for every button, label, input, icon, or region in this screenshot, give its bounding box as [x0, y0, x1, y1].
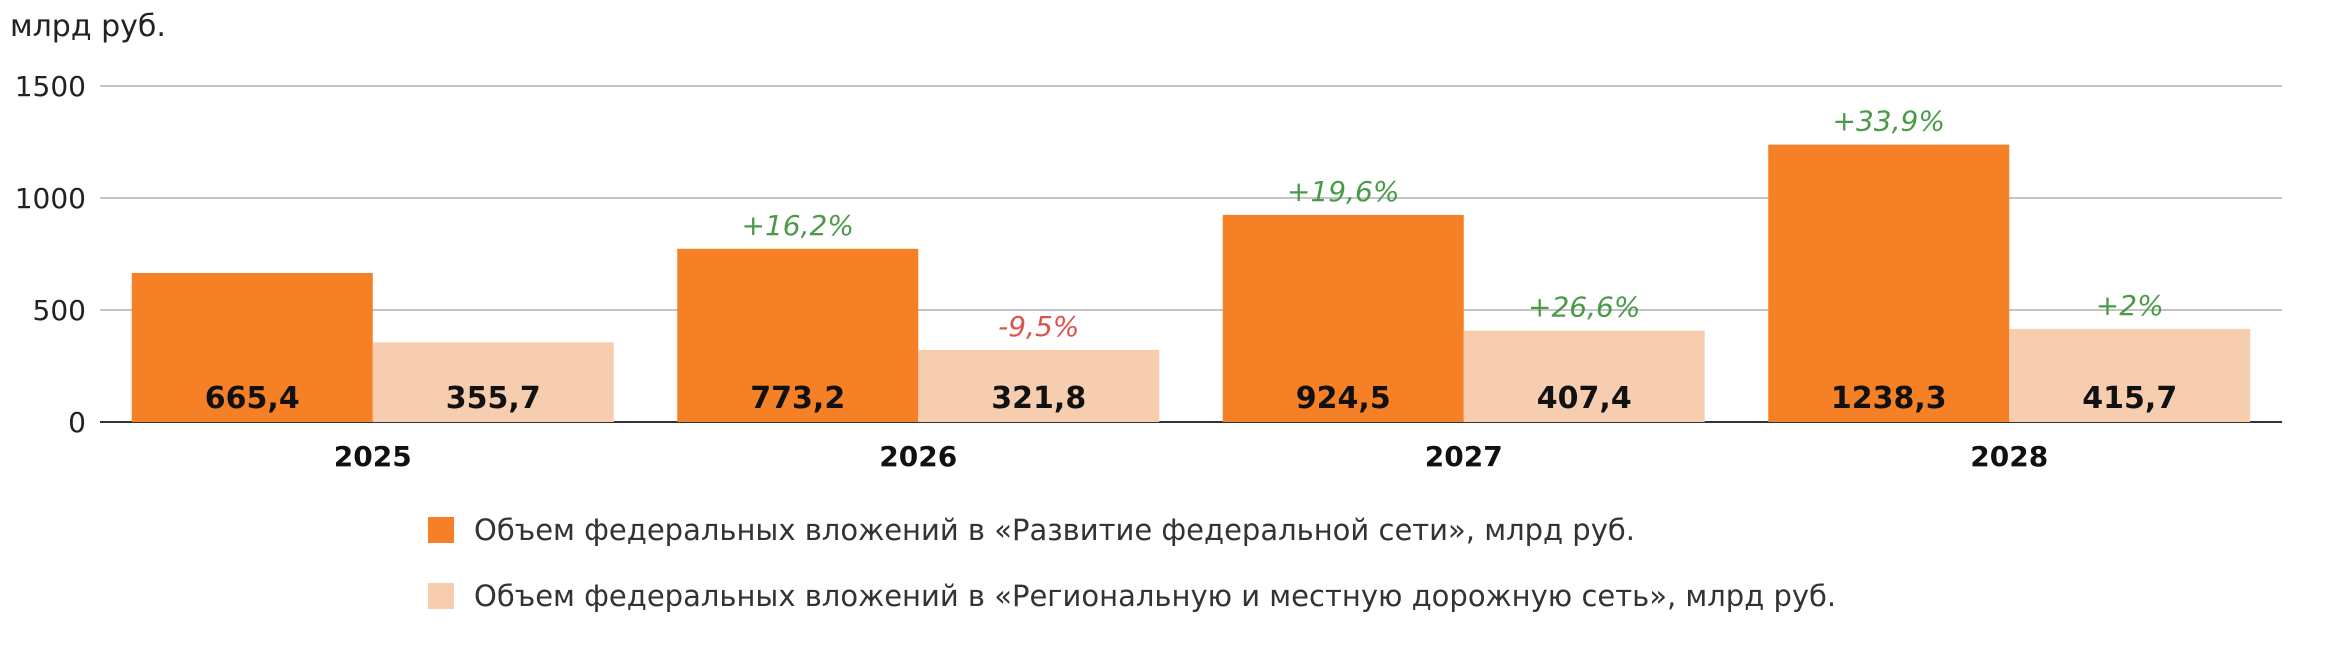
change-label: +19,6% [1287, 175, 1399, 208]
bar-regional-2027 [1463, 330, 1705, 422]
legend: Объем федеральных вложений в «Развитие ф… [428, 510, 1836, 642]
bar-federal-2025 [131, 272, 373, 422]
x-tick-label: 2025 [334, 440, 412, 473]
value-label: 773,2 [750, 381, 845, 416]
bar-federal-2026 [677, 248, 919, 422]
legend-label-regional: Объем федеральных вложений в «Региональн… [474, 579, 1837, 613]
x-tick-label: 2027 [1425, 440, 1503, 473]
value-label: 321,8 [991, 381, 1086, 416]
bar-regional-2026 [918, 349, 1160, 422]
change-label: -9,5% [998, 310, 1079, 343]
x-tick-label: 2026 [879, 440, 957, 473]
change-label: +33,9% [1833, 105, 1945, 138]
bars [131, 144, 2251, 423]
y-tick-label: 1000 [15, 182, 86, 215]
y-axis-ticks: 0 500 1000 1500 [15, 70, 86, 439]
bar-federal-2027 [1222, 214, 1464, 422]
legend-label-federal: Объем федеральных вложений в «Развитие ф… [474, 513, 1635, 547]
change-label: +26,6% [1528, 291, 1640, 324]
y-tick-label: 0 [68, 406, 86, 439]
legend-item-federal: Объем федеральных вложений в «Развитие ф… [428, 510, 1836, 550]
value-label: 1238,3 [1831, 381, 1947, 416]
value-label: 665,4 [205, 381, 300, 416]
x-axis-ticks: 2025 2026 2027 2028 [334, 440, 2048, 473]
legend-swatch-federal [428, 517, 454, 543]
bar-labels: 665,4 355,7 773,2 +16,2% 321,8 -9,5% 924,5 +19,… [205, 105, 2177, 416]
change-label: +16,2% [742, 209, 854, 242]
value-label: 355,7 [446, 381, 541, 416]
value-label: 924,5 [1296, 381, 1391, 416]
bar-regional-2025 [372, 342, 614, 422]
value-label: 407,4 [1537, 381, 1632, 416]
y-tick-label: 1500 [15, 70, 86, 103]
y-axis-unit-label: млрд руб. [10, 9, 166, 44]
change-label: +2% [2096, 289, 2164, 322]
bar-chart: млрд руб. 0 500 1000 1500 665,4 355,7 773,2 +1… [10, 9, 2282, 473]
bar-federal-2028 [1768, 144, 2010, 423]
x-tick-label: 2028 [1970, 440, 2048, 473]
bar-regional-2028 [2009, 328, 2251, 422]
y-tick-label: 500 [33, 294, 86, 327]
value-label: 415,7 [2082, 381, 2177, 416]
legend-item-regional: Объем федеральных вложений в «Региональн… [428, 576, 1836, 616]
legend-swatch-regional [428, 583, 454, 609]
